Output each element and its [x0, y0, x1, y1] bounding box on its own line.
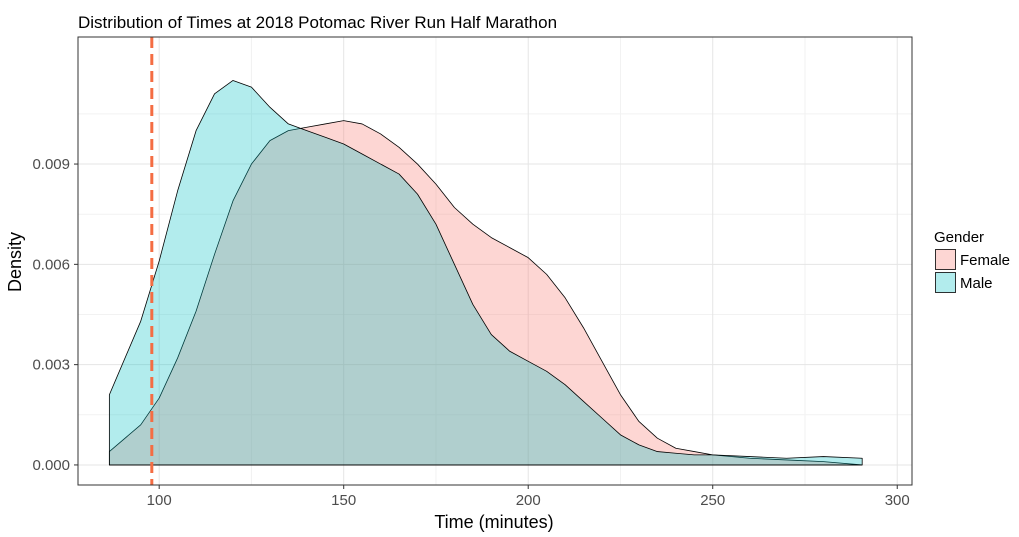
density-area-male: [108, 80, 863, 466]
legend-label-male: Male: [960, 275, 993, 292]
x-axis: 100 150 200 250 300: [147, 485, 910, 509]
x-axis-title: Time (minutes): [434, 512, 553, 532]
plot-panel: [77, 36, 913, 486]
y-tick-label: 0.000: [32, 457, 70, 474]
density-area-female: [108, 120, 863, 466]
x-tick-label: 250: [700, 492, 725, 509]
y-tick-label: 0.006: [32, 256, 70, 273]
legend-key-female: [935, 249, 956, 270]
legend-key-male: [935, 272, 956, 293]
x-tick-label: 300: [885, 492, 910, 509]
x-tick-label: 200: [516, 492, 541, 509]
legend-title: Gender: [934, 229, 984, 246]
legend-key-bg: [935, 272, 956, 293]
y-tick-label: 0.009: [32, 156, 70, 173]
y-axis-title: Density: [5, 232, 25, 292]
x-tick-label: 150: [331, 492, 356, 509]
y-tick-label: 0.003: [32, 357, 70, 374]
y-axis: 0.000 0.003 0.006 0.009: [32, 156, 78, 474]
x-tick-label: 100: [147, 492, 172, 509]
legend-key-bg: [935, 249, 956, 270]
legend: Gender Female Male: [934, 229, 1010, 293]
chart-title: Distribution of Times at 2018 Potomac Ri…: [78, 13, 557, 32]
panel-border: [77, 36, 913, 486]
legend-label-female: Female: [960, 252, 1010, 269]
